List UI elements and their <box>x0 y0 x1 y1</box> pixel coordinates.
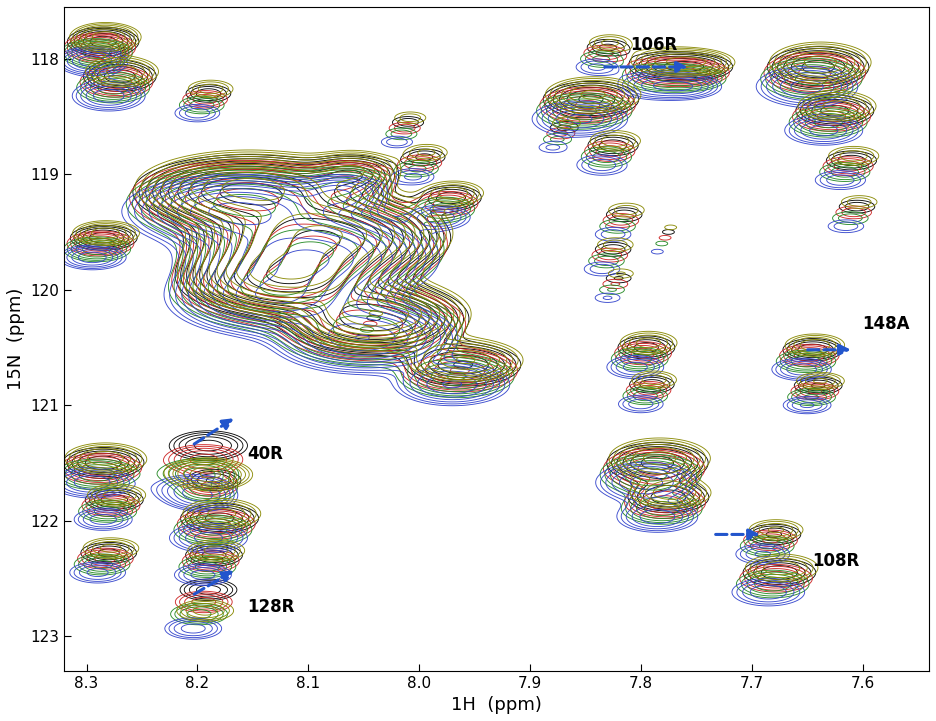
Text: 108R: 108R <box>812 552 860 570</box>
Text: 40R: 40R <box>247 445 284 463</box>
X-axis label: 1H  (ppm): 1H (ppm) <box>451 696 542 714</box>
Text: 148A: 148A <box>863 315 910 333</box>
Text: 128R: 128R <box>247 598 295 616</box>
Text: 106R: 106R <box>630 36 677 54</box>
Y-axis label: 15N  (ppm): 15N (ppm) <box>7 288 25 390</box>
